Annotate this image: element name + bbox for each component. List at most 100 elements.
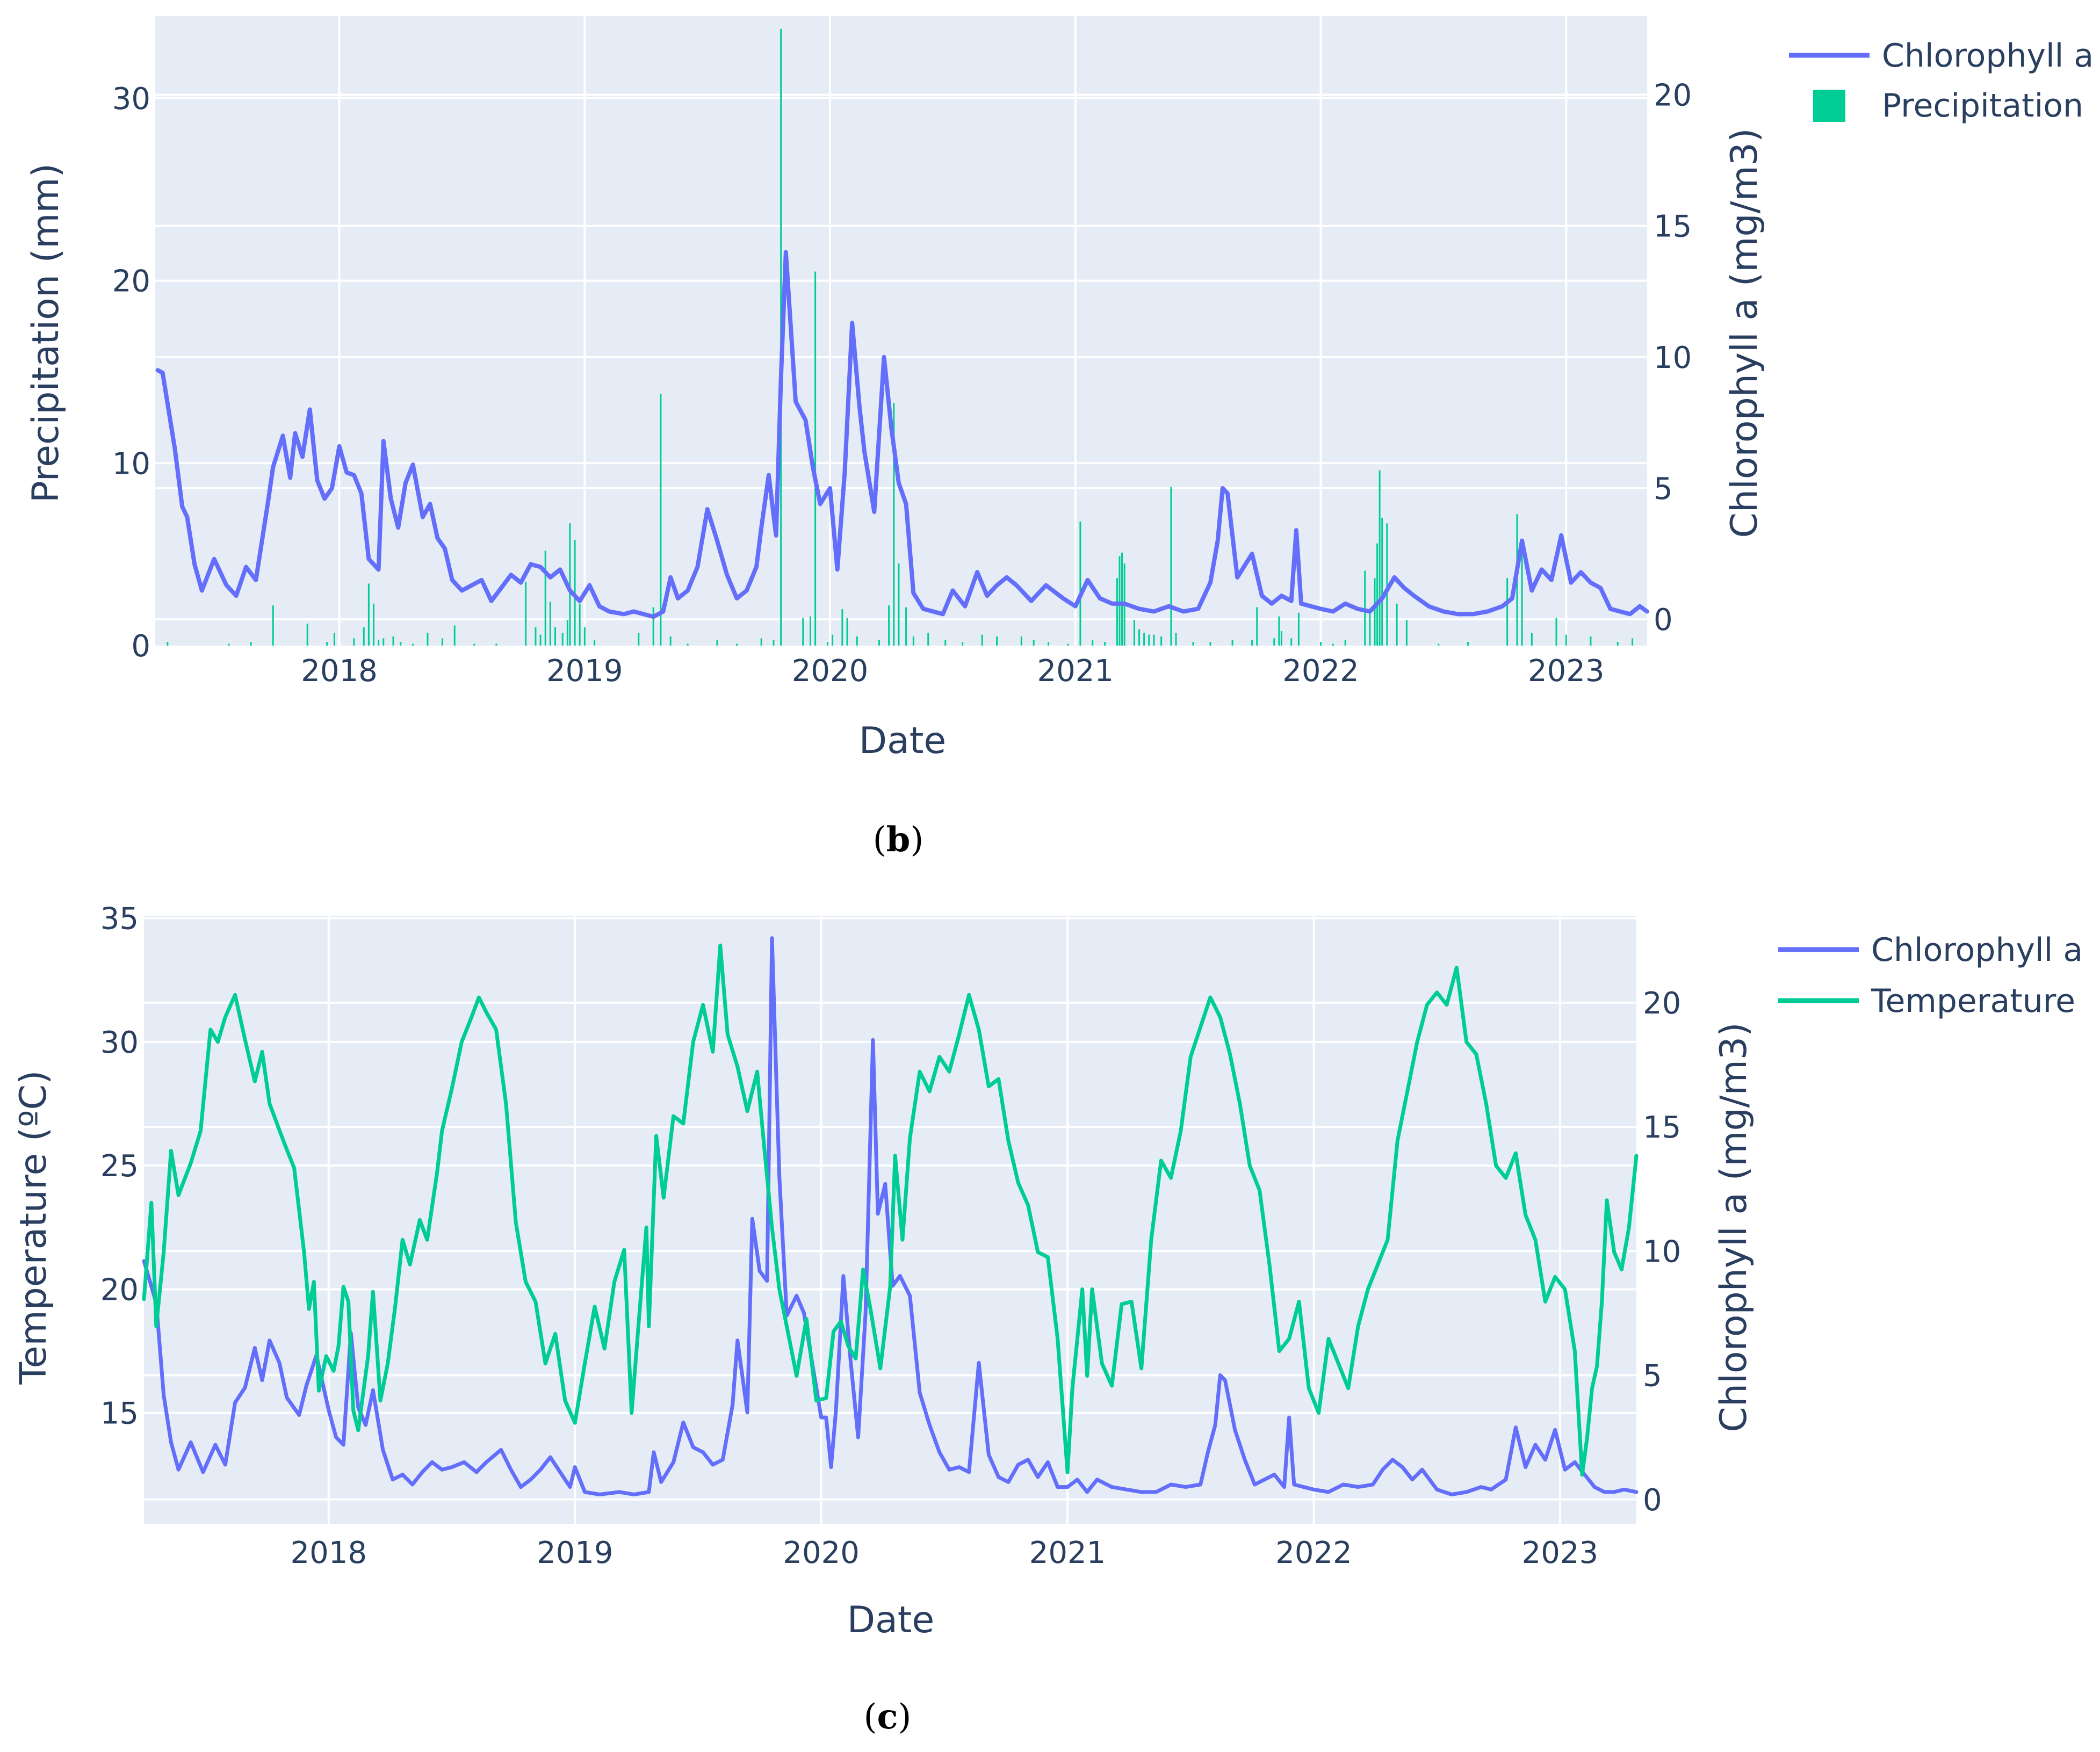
- chart-c-ytick-right-label: 20: [1643, 986, 1681, 1021]
- legend-label-temperature[interactable]: Temperature: [1871, 982, 2075, 1020]
- chart-b-precipitation-bar: [1121, 552, 1123, 646]
- chart-b-precipitation-bar: [544, 551, 546, 646]
- chart-b-precipitation-bar: [569, 523, 571, 646]
- chart-c: 2018 2019 2020 2021 2022 2023 15 20 25 30 35 0 5 10 15…: [12, 902, 2083, 1737]
- chart-b-precipitation-bar: [1369, 609, 1371, 646]
- chart-b-precipitation-bar: [1116, 578, 1118, 646]
- chart-b-precipitation-bar: [814, 271, 817, 646]
- chart-b-precipitation-bar: [1344, 640, 1346, 646]
- chart-b-precipitation-bar: [333, 633, 335, 646]
- chart-b-precipitation-bar: [1153, 634, 1155, 646]
- chart-b-ytick-left-label: 20: [112, 264, 150, 299]
- chart-b-precipitation-bar: [1079, 521, 1081, 646]
- chart-b-precipitation-bar: [888, 605, 890, 646]
- chart-b-legend: Chlorophyll a Precipitation: [1789, 37, 2094, 125]
- chart-b-precipitation-bar: [1332, 643, 1334, 646]
- legend-label-chlorophyll[interactable]: Chlorophyll a: [1871, 931, 2083, 969]
- chart-b-xtick-label: 2019: [546, 654, 623, 689]
- chart-b-xlabel: Date: [859, 720, 947, 762]
- chart-b-precipitation-bar: [1209, 642, 1211, 646]
- chart-b-precipitation-bar: [539, 634, 542, 646]
- chart-b-precipitation-bar: [392, 636, 394, 646]
- chart-b-precipitation-bar: [535, 627, 537, 646]
- chart-b-precipitation-bar: [1118, 556, 1121, 646]
- chart-b-xtick-label: 2018: [301, 654, 378, 689]
- chart-b-precipitation-bar: [353, 638, 355, 646]
- chart-b-precipitation-bar: [905, 607, 907, 646]
- chart-c-ylabel-right: Chlorophyll a (mg/m3): [1713, 1022, 1755, 1432]
- chart-b-precipitation-bar: [687, 643, 689, 646]
- chart-b-precipitation-bar: [412, 643, 414, 646]
- chart-b-precipitation-bar: [1278, 616, 1280, 646]
- chart-b-precipitation-bar: [981, 634, 983, 646]
- chart-b-precipitation-bar: [1092, 640, 1094, 646]
- chart-b-precipitation-bar: [594, 640, 596, 646]
- chart-c-ytick-left-label: 25: [100, 1149, 139, 1184]
- chart-b-precipitation-bar: [1379, 470, 1381, 646]
- chart-b-ytick-left-label: 30: [112, 82, 150, 117]
- chart-b-precipitation-bar: [810, 616, 812, 646]
- chart-b-precipitation-bar: [893, 403, 895, 646]
- chart-b-precipitation-bar: [1396, 603, 1398, 646]
- chart-b-precipitation-bar: [427, 633, 429, 646]
- chart-b-precipitation-bar: [878, 640, 880, 646]
- chart-b-precipitation-bar: [583, 627, 586, 646]
- chart-b-precipitation-bar: [841, 609, 843, 646]
- chart-b-precipitation-bar: [383, 638, 385, 646]
- chart-b-precipitation-bar: [400, 642, 402, 646]
- chart-b-precipitation-bar: [1280, 631, 1282, 646]
- chart-b-xtick-label: 2020: [792, 654, 869, 689]
- chart-b-precipitation-bar: [1381, 518, 1383, 646]
- chart-b-precipitation-bar: [1521, 548, 1523, 646]
- chart-c-chlorophyll-a-line: [142, 936, 1639, 1496]
- chart-b-ylabel-left: Precipitation (mm): [25, 163, 67, 503]
- chart-c-ytick-right-label: 0: [1643, 1483, 1662, 1518]
- chart-c-legend: Chlorophyll a Temperature: [1778, 931, 2083, 1020]
- chart-b-lines: [155, 250, 1649, 619]
- chart-b-precipitation-bar: [1438, 643, 1440, 646]
- chart-b-precipitation-bar: [1467, 642, 1469, 646]
- chart-b-precipitation-bar: [566, 620, 568, 646]
- legend-label-precipitation[interactable]: Precipitation: [1882, 87, 2083, 125]
- chart-b-precipitation-bar: [1133, 620, 1135, 646]
- chart-c-caption-letter: c: [877, 1697, 898, 1737]
- chart-b-precipitation-bar: [826, 642, 828, 646]
- chart-b-precipitation-bar: [373, 603, 375, 646]
- chart-b-precipitation-bar: [944, 640, 947, 646]
- chart-b-precipitation-bar: [1320, 642, 1322, 646]
- chart-b-precipitation-bar: [1256, 607, 1258, 646]
- chart-c-caption: (c): [864, 1697, 912, 1737]
- chart-b-ytick-right-label: 0: [1654, 603, 1673, 638]
- chart-c-temperature-line: [142, 943, 1639, 1477]
- chart-c-xtick-label: 2022: [1275, 1536, 1352, 1570]
- chart-b-precipitation-bar: [1590, 636, 1592, 646]
- chart-b: 2018 2019 2020 2021 2022 2023010203005101520 …: [25, 16, 2094, 860]
- chart-b-precipitation-bar: [1617, 642, 1619, 646]
- chart-b-precipitation-bar: [167, 642, 169, 646]
- chart-b-precipitation-bar: [1170, 487, 1172, 646]
- chart-b-precipitation-bar: [1386, 523, 1388, 646]
- legend-label-chlorophyll[interactable]: Chlorophyll a: [1882, 37, 2094, 75]
- chart-c-xtick-label: 2021: [1029, 1536, 1106, 1570]
- chart-b-precipitation-bar: [1148, 634, 1150, 646]
- chart-b-precipitation-bar: [554, 627, 556, 646]
- chart-b-ytick-right-label: 20: [1654, 78, 1692, 113]
- chart-b-ylabel-right: Chlorophyll a (mg/m3): [1723, 128, 1766, 538]
- chart-b-precipitation-bar: [927, 633, 929, 646]
- chart-b-plot-area: [155, 16, 1647, 646]
- chart-b-precipitation-bar: [773, 640, 775, 646]
- chart-b-caption-letter: b: [886, 820, 911, 860]
- chart-b-precipitation-bar: [846, 618, 848, 646]
- chart-b-precipitation-bar: [367, 583, 370, 646]
- chart-c-xtick-label: 2023: [1522, 1536, 1599, 1570]
- legend-swatch-precipitation[interactable]: [1813, 90, 1845, 122]
- chart-b-precipitation-bar: [272, 605, 274, 646]
- chart-b-precipitation-bar: [1231, 640, 1233, 646]
- chart-b-precipitation-bar: [306, 624, 308, 646]
- chart-b-caption: (b): [873, 820, 924, 860]
- chart-b-precipitation-bar: [1160, 636, 1163, 646]
- chart-b-precipitation-bar: [1531, 633, 1533, 646]
- chart-b-precipitation-bar: [250, 642, 252, 646]
- chart-b-precipitation-bar: [1632, 638, 1634, 646]
- chart-b-precipitation-bar: [735, 643, 738, 646]
